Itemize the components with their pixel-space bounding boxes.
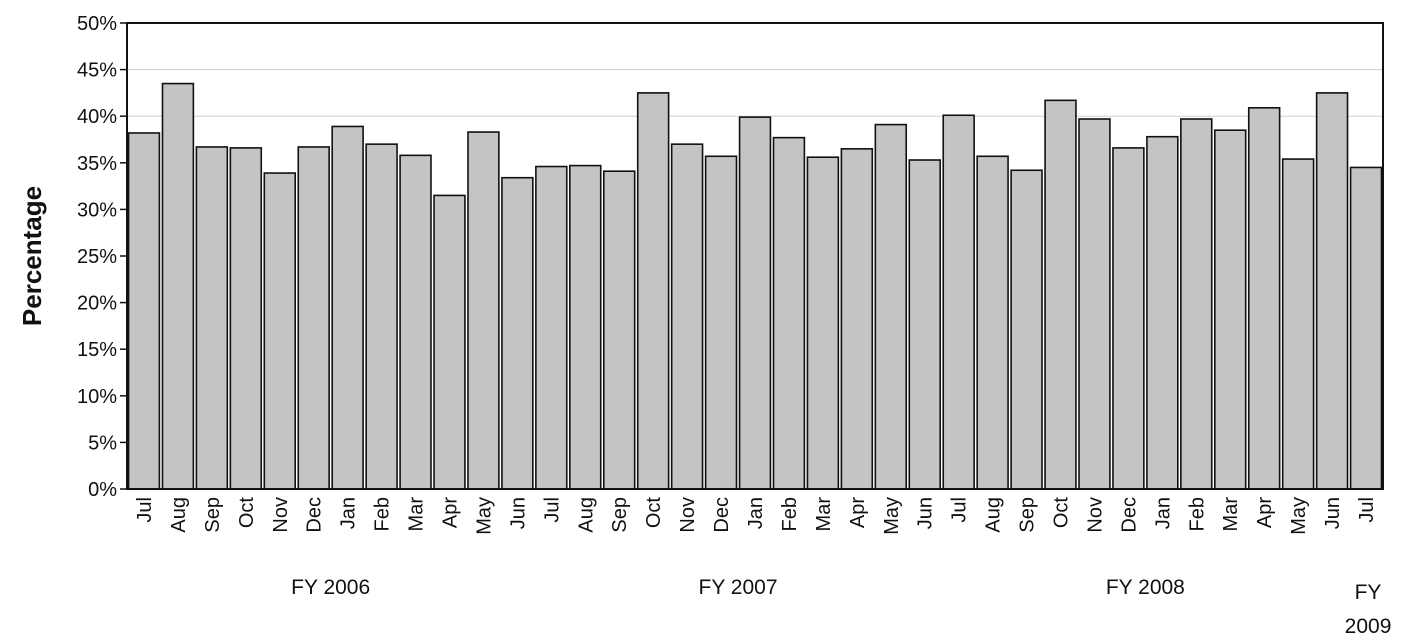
bar [535,165,568,490]
bar [365,143,398,490]
bar [263,172,297,490]
x-tick-label: Jul [949,497,971,523]
x-tick-label: Nov [270,497,292,533]
bar [976,155,1009,490]
bar [433,194,466,490]
grid-layer [127,69,1383,117]
bar [1044,99,1077,490]
x-tick-label: Jun [915,497,937,529]
x-tick-label: Jan [1152,497,1174,529]
bar [840,148,874,490]
y-tick-label: 45% [77,60,117,82]
bar [229,147,263,490]
bar [161,82,195,490]
x-tick-label: Feb [372,497,394,531]
y-tick-label: 40% [77,106,117,128]
y-tick-label: 5% [88,432,117,454]
fiscal-year-label: FY 2006 [291,576,370,599]
bar [297,146,330,490]
y-tick-label: 15% [77,339,117,361]
x-tick-label: Feb [1186,497,1208,531]
bar [772,136,806,490]
y-tick-label: 25% [77,246,117,268]
bar [331,125,364,490]
x-tick-label: Apr [439,497,461,528]
x-tick-label: Aug [575,497,597,533]
y-tick-label: 35% [77,153,117,175]
x-tick-label: Oct [236,497,258,529]
x-tick-label: Dec [304,497,326,533]
x-tick-label: May [881,497,903,535]
y-tick-label: 30% [77,199,117,221]
x-tick-label: Jan [338,497,360,529]
bar [1010,169,1043,490]
x-tick-label: Sep [202,497,224,533]
x-tick-label: Jul [134,497,156,523]
bar [399,154,432,490]
y-tick-label: 20% [77,293,117,315]
x-tick-label: Mar [1220,497,1242,532]
bar [195,146,229,490]
x-tick-label: Apr [1254,497,1276,528]
x-tick-label: May [1288,497,1310,535]
bar [1146,135,1179,490]
bar [1112,147,1145,490]
bar [1180,118,1213,490]
bar [467,131,500,490]
x-tick-label: Dec [711,497,733,533]
fiscal-year-label: FY 2008 [1106,576,1185,599]
fiscal-year-label: FY 2007 [699,576,778,599]
bar [738,116,772,490]
bar [1213,129,1247,490]
bar [501,176,534,490]
y-tick-label: 50% [77,13,117,35]
fiscal-year-label: FY 2009 [1345,581,1392,638]
x-tick-label: Sep [1017,497,1039,533]
bar-layer [127,82,1383,490]
bar [704,155,738,490]
y-axis: 0% 5% 10% 15% 20% 25% 30% 35% 40% 45% 50% [77,13,127,501]
x-tick-label: May [473,497,495,535]
x-tick-label: Jan [745,497,767,529]
y-tick-label: 0% [88,479,117,501]
bar [1315,92,1349,490]
x-tick-label: Nov [1084,497,1106,533]
x-tick-label: Sep [609,497,631,533]
bar [942,114,975,490]
bar [636,92,670,490]
x-tick-label: Dec [1118,497,1140,533]
x-tick-label: Jun [1322,497,1344,529]
x-tick-label: Mar [813,497,835,532]
x-tick-label: Apr [847,497,869,528]
x-axis: Jul Aug Sep Oct Nov Dec Jan Feb Mar Apr May Jun Jul A… [134,497,1378,535]
x-tick-label: Nov [677,497,699,533]
x-tick-label: Oct [643,497,665,529]
bar [1247,107,1281,490]
bar [127,132,161,490]
bar [1281,158,1315,490]
y-tick-label: 10% [77,386,117,408]
x-tick-label: Mar [406,497,428,532]
x-tick-label: Aug [983,497,1005,533]
bar [670,143,704,490]
bar [602,170,636,490]
bar [1078,118,1111,490]
x-tick-label: Oct [1051,497,1073,529]
x-tick-label: Jun [507,497,529,529]
bar [1349,166,1383,490]
bar [874,123,908,490]
x-tick-label: Jul [541,497,563,523]
bar [806,156,840,490]
x-tick-label: Jul [1356,497,1378,523]
x-tick-label: Aug [168,497,190,533]
bar [569,164,602,490]
y-axis-label: Percentage [17,186,47,326]
bar [908,159,941,490]
fiscal-year-groups: FY 2006 FY 2007 FY 2008 FY 2009 [291,576,1391,638]
x-tick-label: Feb [779,497,801,531]
